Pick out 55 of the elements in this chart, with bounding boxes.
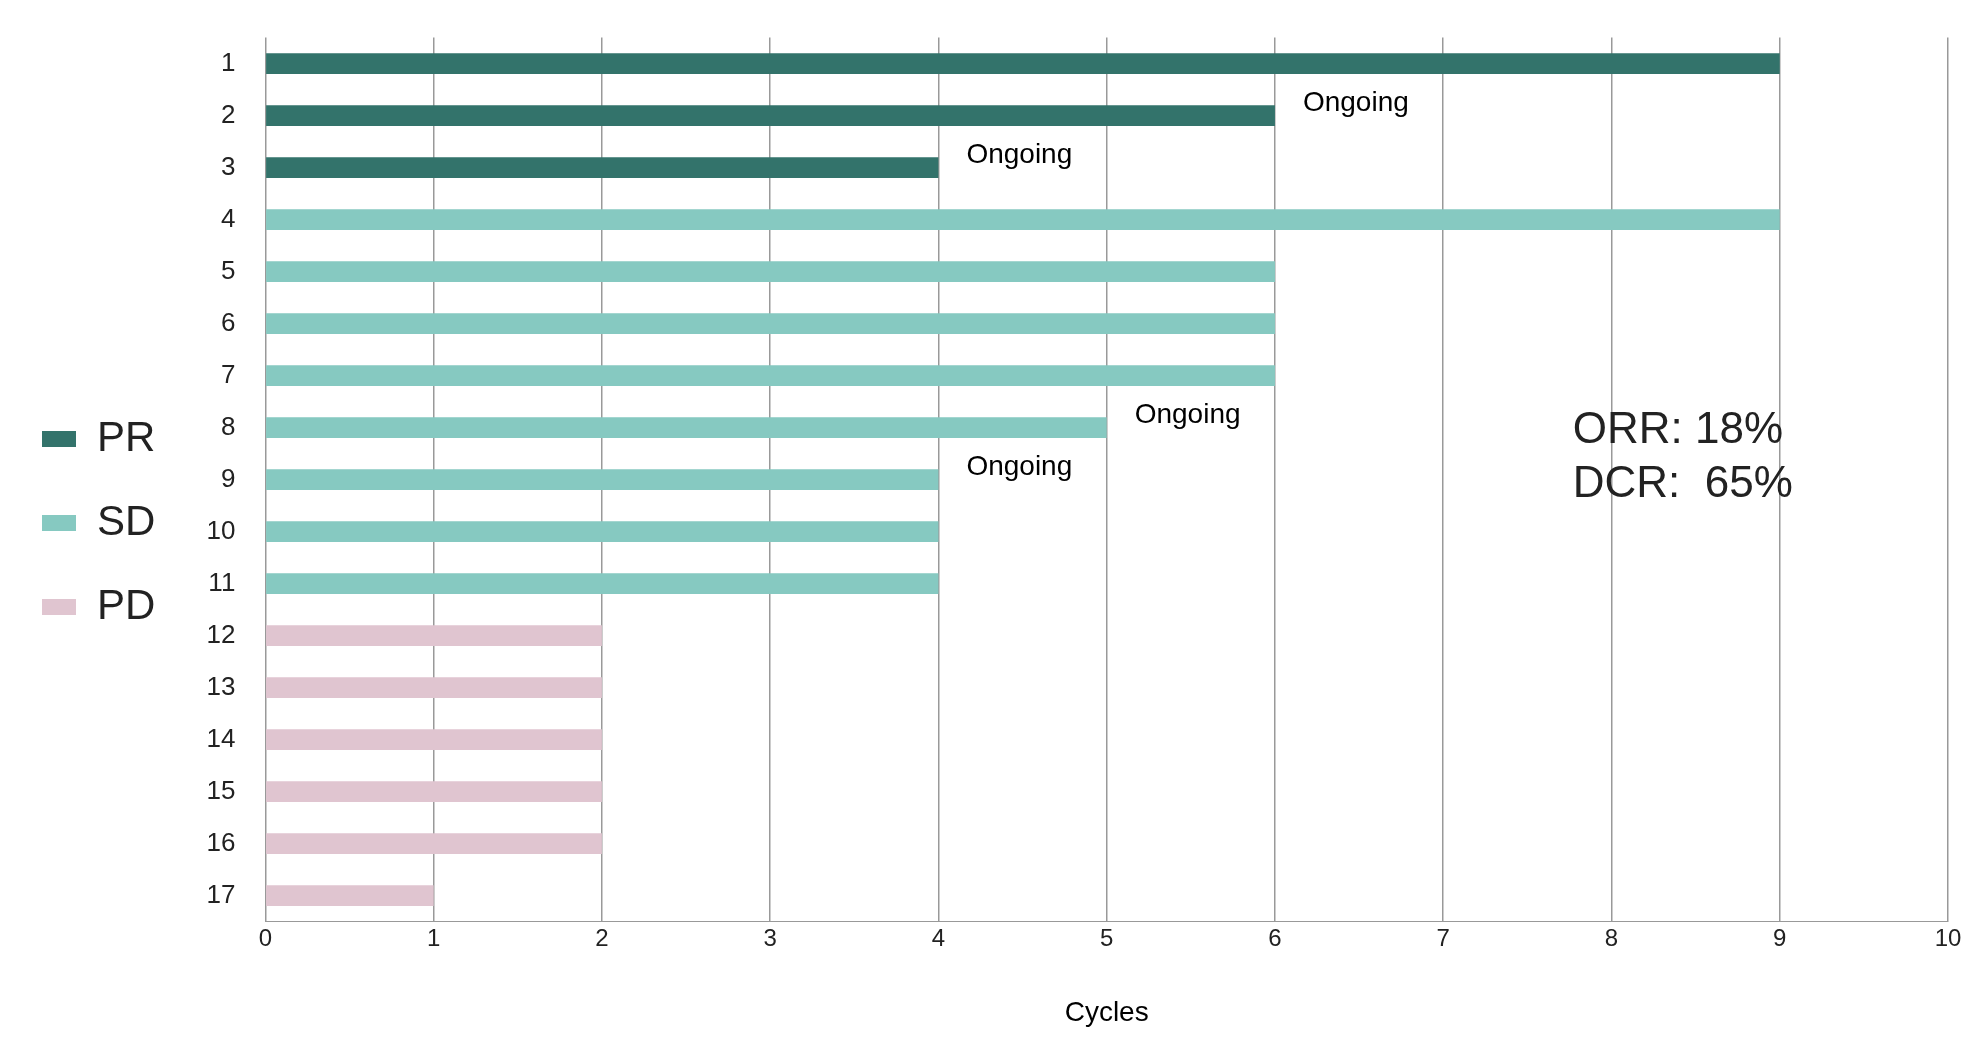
y-tick-label: 6 (220, 306, 236, 337)
bar (266, 313, 1275, 334)
y-tick-label: 15 (206, 774, 236, 805)
y-tick-label: 5 (220, 254, 236, 285)
bar (266, 625, 602, 646)
y-tick-label: 8 (220, 410, 236, 441)
annotation: ORR: 18% (1572, 403, 1784, 453)
annotation: DCR: 65% (1572, 457, 1793, 507)
x-tick-label: 0 (258, 923, 273, 951)
x-tick-label: 2 (595, 923, 609, 951)
x-tick-label: 10 (1934, 923, 1962, 951)
bar (266, 729, 602, 750)
annotation: Ongoing (966, 138, 1073, 170)
bar (266, 261, 1275, 282)
y-tick-label: 13 (206, 670, 236, 701)
y-tick-label: 12 (206, 618, 236, 649)
x-tick-label: 1 (426, 923, 441, 951)
y-tick-label: 7 (220, 358, 236, 389)
y-tick-label: 17 (206, 878, 236, 909)
x-tick-label: 4 (931, 923, 946, 951)
annotation: Ongoing (966, 450, 1073, 482)
x-tick-label: 3 (763, 923, 777, 951)
y-tick-label: 16 (206, 826, 236, 857)
bar (266, 885, 434, 906)
bar (266, 677, 602, 698)
x-tick-label: 8 (1604, 923, 1619, 951)
bar (266, 365, 1275, 386)
y-tick-label: 1 (220, 46, 236, 77)
bar (266, 53, 1780, 74)
x-axis-title: Cycles (1064, 995, 1149, 1027)
bar (266, 105, 1275, 126)
y-tick-label: 14 (206, 722, 236, 753)
legend-label: PR (97, 412, 156, 460)
bar (266, 209, 1780, 230)
bar (266, 417, 1107, 438)
legend-label: SD (97, 496, 156, 544)
bar (266, 573, 939, 594)
bar (266, 469, 939, 490)
bar (266, 833, 602, 854)
y-tick-label: 3 (220, 150, 236, 181)
y-tick-label: 9 (220, 462, 236, 493)
y-tick-label: 2 (220, 98, 236, 129)
x-tick-label: 9 (1773, 923, 1787, 951)
x-tick-label: 6 (1268, 923, 1282, 951)
bar (266, 521, 939, 542)
legend-label: PD (97, 580, 156, 628)
annotation: Ongoing (1134, 398, 1241, 430)
x-tick-label: 5 (1099, 923, 1114, 951)
bar (266, 781, 602, 802)
bar (266, 157, 939, 178)
y-tick-label: 4 (220, 202, 236, 233)
y-tick-label: 10 (206, 514, 236, 545)
y-tick-label: 11 (208, 566, 236, 597)
annotation: Ongoing (1302, 86, 1409, 118)
x-tick-label: 7 (1436, 923, 1450, 951)
